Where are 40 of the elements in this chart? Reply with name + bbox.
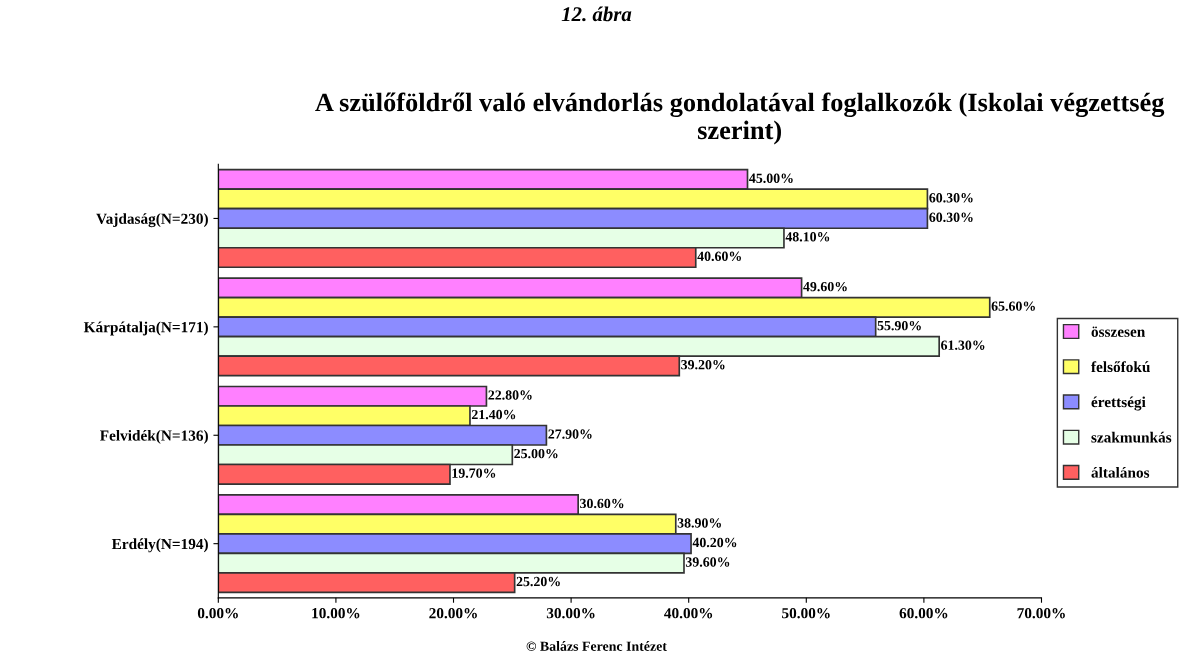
data-label: 60.30% [929,212,973,222]
legend-label: felsőfokú [1091,361,1150,373]
y-tick-label: Felvidék(N=136) [100,429,208,444]
data-label: 30.60% [580,498,624,509]
data-label: 27.90% [548,429,592,439]
x-tick-label: 60.00% [899,608,948,619]
data-label: 65.60% [991,301,1035,311]
data-label: 25.00% [514,448,558,459]
legend-label: általános [1091,466,1150,478]
y-tick-label: Vajdaság(N=230) [96,213,208,228]
data-label: 40.20% [692,537,737,548]
data-label: 49.60% [803,281,847,292]
x-tick-label: 50.00% [782,608,830,619]
data-label: 60.30% [929,193,973,203]
x-tick-label: 30.00% [546,608,595,619]
chart-title: A szülőföldről való elvándorlás gondolatával foglalkozók (Iskolai végzettség szerint) [315,92,1165,145]
data-label: 39.60% [685,557,730,567]
x-tick-label: 70.00% [1017,608,1065,619]
data-label: 38.90% [677,518,721,528]
x-tick-label: 0.00% [197,608,238,619]
data-label: 25.20% [516,576,560,587]
legend-label: érettségi [1091,396,1146,411]
legend-label: összesen [1091,326,1146,337]
y-tick-label: Erdély(N=194) [111,538,208,553]
data-label: 48.10% [785,232,830,242]
x-tick-label: 10.00% [312,608,360,619]
x-tick-label: 20.00% [429,608,477,619]
data-label: 21.40% [471,409,516,420]
x-tick-label: 40.00% [664,608,713,619]
y-tick-label: Kárpátalja(N=171) [83,321,208,336]
data-label: 61.30% [941,340,985,350]
data-label: 45.00% [749,173,793,183]
data-label: 39.20% [681,359,725,370]
data-label: 22.80% [488,390,532,400]
text: © Balázs Ferenc Intézet [526,641,667,651]
data-label: 19.70% [452,468,496,478]
data-label: 55.90% [877,320,921,331]
text: 12. ábra [561,6,632,22]
data-label: 40.60% [697,251,741,262]
legend-label: szakmunkás [1091,431,1172,443]
